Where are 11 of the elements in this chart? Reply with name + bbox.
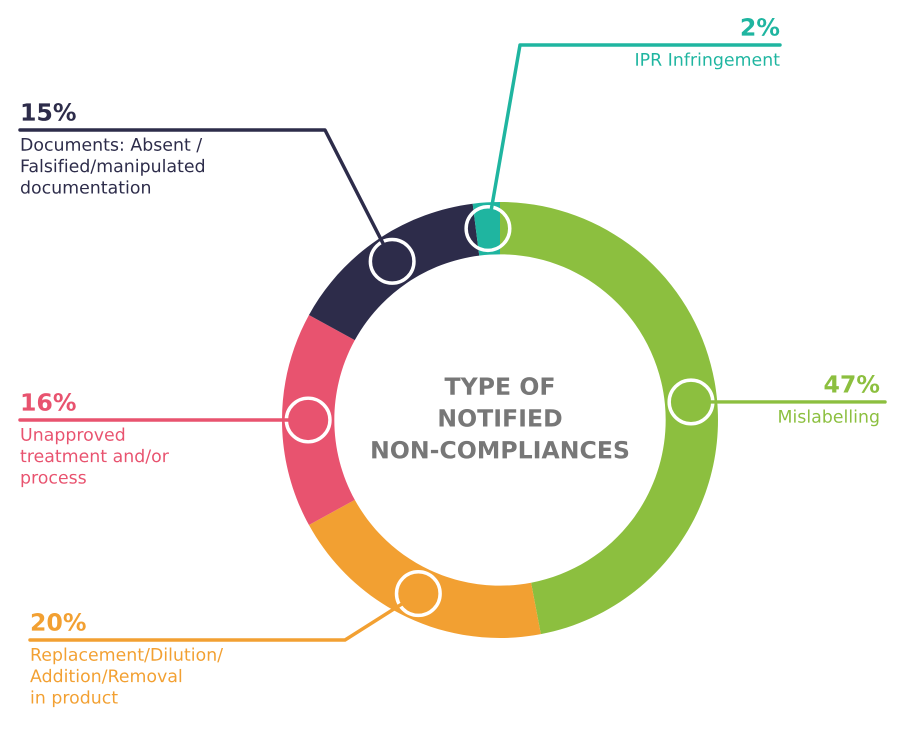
slice-label: Mislabelling [779, 409, 878, 426]
slice-label: Unapproved treatment and/or process [20, 428, 169, 488]
slice-label: Documents: Absent / Falsified/manipulated documentation [20, 138, 204, 194]
data-label: 20% [32, 613, 86, 631]
text: TYPE OF NOTIFIED NON-COMPLIANCES [372, 377, 628, 459]
data-label: 47% [824, 375, 880, 393]
data-label: 15% [22, 103, 76, 121]
data-label: 16% [22, 393, 76, 411]
data-label: 2% [742, 18, 780, 36]
slice-label: Replacement/Dilution/ Addition/Removal in product [30, 648, 224, 708]
slice-label: IPR Infringement [636, 52, 780, 70]
